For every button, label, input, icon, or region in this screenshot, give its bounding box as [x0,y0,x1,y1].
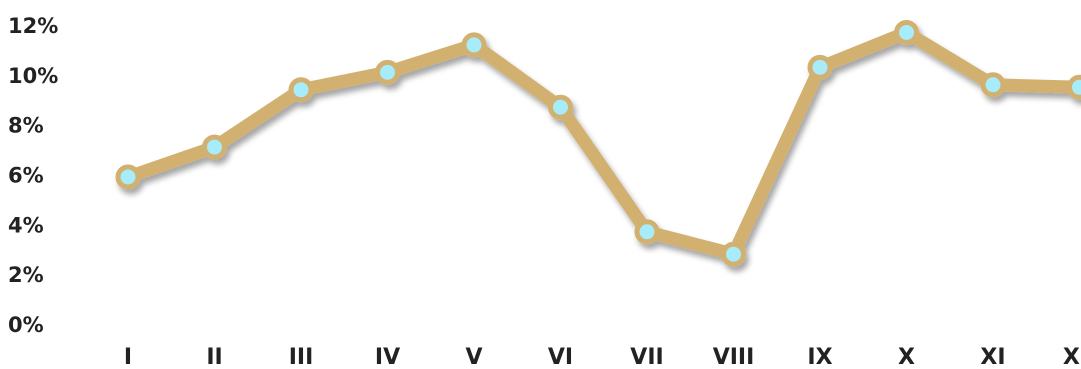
data-point [375,59,400,85]
series-line [121,26,1081,261]
y-tick-label: 10% [8,64,58,88]
x-tick-label: IV [375,345,400,369]
y-tick-label: 2% [8,263,44,287]
x-tick-label: III [289,345,314,369]
data-point [721,241,746,267]
x-tick-label: VI [548,345,573,369]
y-tick-label: 4% [8,213,44,237]
x-tick-label: VII [630,345,663,369]
x-axis-tick-labels: IIIIIIIVVVIVIIVIIIIXXXIXII [124,345,1081,369]
x-tick-label: V [465,345,482,369]
x-tick-label: I [124,345,132,369]
y-axis-tick-labels: 0% 2% 4% 6% 8% 10% 12% [8,14,58,337]
data-point [115,164,141,190]
x-tick-label: IX [807,345,832,369]
data-point [202,134,227,160]
x-tick-label: II [206,345,222,369]
data-point [288,77,314,103]
data-point [1067,74,1081,100]
x-tick-label: X [898,345,915,369]
data-point [461,32,487,58]
series-layer [115,19,1081,267]
x-tick-label: XII [1063,345,1081,369]
y-tick-label: 0% [8,313,44,337]
y-tick-label: 6% [8,164,44,188]
x-tick-label: XI [980,345,1005,369]
data-point [894,19,919,45]
y-tick-label: 12% [8,14,58,38]
data-point [807,54,833,80]
x-tick-label: VIII [713,345,755,369]
y-tick-label: 8% [8,114,44,138]
data-point [634,219,660,245]
data-point [548,94,573,120]
data-point [980,72,1006,98]
